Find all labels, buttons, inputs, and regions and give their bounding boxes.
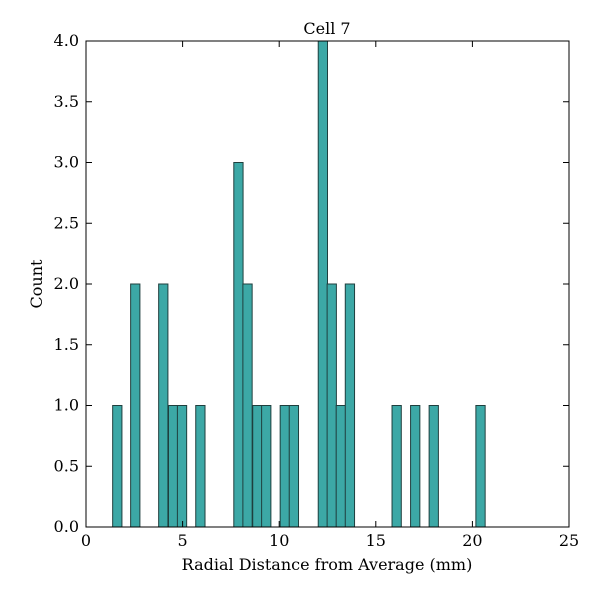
histogram-bar bbox=[195, 405, 206, 528]
histogram-bar bbox=[410, 405, 421, 528]
histogram-bar bbox=[279, 405, 290, 528]
histogram-bar bbox=[176, 405, 188, 528]
y-tick-label: 0.5 bbox=[54, 456, 79, 475]
y-tick-label: 4.0 bbox=[54, 31, 79, 50]
chart-title: Cell 7 bbox=[303, 19, 350, 38]
x-tick-label: 0 bbox=[81, 531, 91, 550]
y-tick-label: 2.0 bbox=[54, 274, 79, 293]
x-tick-label: 25 bbox=[559, 531, 579, 550]
histogram-bar bbox=[252, 405, 263, 528]
histogram-bar bbox=[167, 405, 179, 528]
histogram-bar bbox=[233, 162, 244, 528]
histogram-bar bbox=[326, 283, 337, 528]
ticks-group: 0 5 10 15 20 25 0.0 0.5 1.0 1.5 2.0 2.5 3.0 3.5 4.0 bbox=[54, 31, 580, 550]
histogram-bar bbox=[428, 405, 439, 528]
y-tick-label: 1.0 bbox=[54, 396, 79, 415]
histogram-bar bbox=[130, 283, 141, 528]
x-tick-label: 20 bbox=[462, 531, 482, 550]
x-tick-label: 15 bbox=[366, 531, 386, 550]
y-tick-label: 2.5 bbox=[54, 213, 79, 232]
histogram-bar bbox=[335, 405, 346, 528]
y-tick-label: 1.5 bbox=[54, 335, 79, 354]
x-tick-label: 10 bbox=[269, 531, 289, 550]
bars-group bbox=[112, 40, 486, 528]
histogram-bar bbox=[344, 283, 356, 528]
histogram-bar bbox=[391, 405, 402, 528]
y-tick-label: 3.5 bbox=[54, 92, 79, 111]
histogram-bar bbox=[242, 283, 253, 528]
histogram-bar bbox=[158, 283, 169, 528]
histogram-bar bbox=[288, 405, 300, 528]
y-tick-label: 3.0 bbox=[54, 153, 79, 172]
histogram-bar bbox=[475, 405, 486, 528]
histogram-bar bbox=[261, 405, 272, 528]
x-axis-label: Radial Distance from Average (mm) bbox=[182, 555, 473, 574]
y-axis-label: Count bbox=[27, 259, 46, 308]
y-tick-label: 0.0 bbox=[54, 517, 79, 536]
x-tick-label: 5 bbox=[178, 531, 188, 550]
histogram-bar bbox=[317, 40, 329, 528]
histogram-bar bbox=[112, 405, 123, 528]
